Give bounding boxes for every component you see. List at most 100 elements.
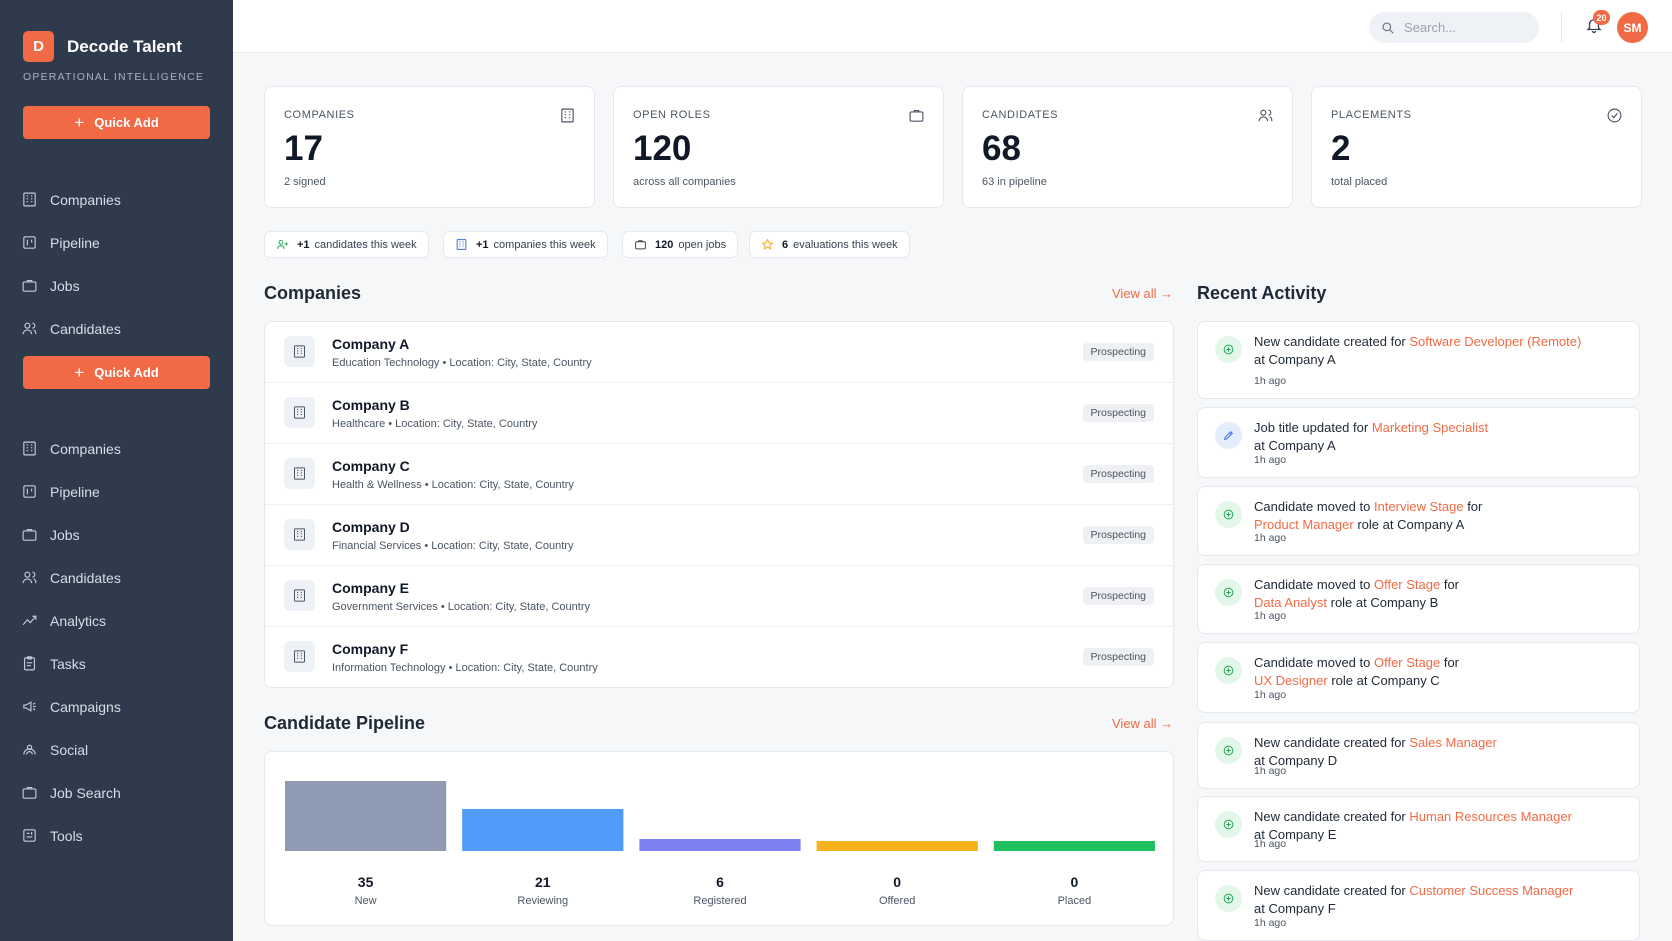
users-icon — [22, 322, 37, 335]
activity-link[interactable]: Interview Stage — [1373, 499, 1464, 514]
sidebar-item-tasks[interactable]: Tasks — [0, 642, 233, 685]
sidebar-item-candidates[interactable]: Candidates — [0, 556, 233, 599]
pipeline-value-label: 0 — [1071, 874, 1079, 890]
pipeline-bar-reviewing[interactable] — [462, 809, 624, 851]
stat-value: 2 — [1331, 129, 1351, 168]
quick-add-button[interactable]: + Quick Add — [23, 106, 210, 139]
stat-icon-wrap — [559, 107, 576, 124]
activity-link[interactable]: Customer Success Manager — [1409, 883, 1574, 898]
activity-link[interactable]: Offer Stage — [1373, 655, 1441, 670]
sidebar-item-job-search[interactable]: Job Search — [0, 771, 233, 814]
pipeline-category-label: New — [355, 895, 377, 907]
activity-role-link[interactable]: UX Designer — [1254, 673, 1328, 688]
activity-item[interactable]: New candidate created for Software Devel… — [1197, 321, 1640, 399]
building-icon — [23, 192, 36, 207]
sidebar-item-label: Tools — [50, 827, 83, 844]
brand-name: Decode Talent — [67, 36, 182, 56]
status-badge: Prospecting — [1082, 526, 1154, 544]
brand-tagline: OPERATIONAL INTELLIGENCE — [23, 71, 205, 83]
company-row[interactable]: Company C Health & Wellness • Location: C… — [265, 444, 1173, 505]
sidebar-item-companies[interactable]: Companies — [0, 427, 233, 470]
quick-add-button-secondary[interactable]: + Quick Add — [23, 356, 210, 389]
activity-item[interactable]: Candidate moved to Offer Stage for Data … — [1197, 564, 1640, 634]
sidebar-item-social[interactable]: Social — [0, 728, 233, 771]
sidebar-item-pipeline[interactable]: Pipeline — [0, 470, 233, 513]
sidebar-item-jobs[interactable]: Jobs — [0, 264, 233, 307]
stat-card-open-roles[interactable]: OPEN ROLES 120 across all companies — [613, 86, 944, 208]
plus-circle-icon — [1223, 745, 1234, 756]
activity-role-link[interactable]: Data Analyst — [1254, 595, 1327, 610]
sidebar-item-pipeline[interactable]: Pipeline — [0, 221, 233, 264]
activity-icon-wrap — [1215, 885, 1242, 912]
pipeline-view-all-link[interactable]: View all → — [1112, 716, 1174, 731]
sidebar-item-jobs[interactable]: Jobs — [0, 513, 233, 556]
sidebar-item-campaigns[interactable]: Campaigns — [0, 685, 233, 728]
company-row[interactable]: Company E Government Services • Location:… — [265, 566, 1173, 627]
stat-label: PLACEMENTS — [1331, 109, 1412, 121]
activity-text-post: role at Company C — [1327, 673, 1440, 688]
sidebar-item-label: Tasks — [50, 655, 86, 672]
activity-link[interactable]: Offer Stage — [1373, 577, 1441, 592]
company-row[interactable]: Company B Healthcare • Location: City, St… — [265, 383, 1173, 444]
stat-value: 120 — [633, 129, 692, 168]
sidebar-item-label: Candidates — [50, 569, 121, 586]
status-badge: Prospecting — [1082, 587, 1154, 605]
users-icon — [1258, 109, 1273, 122]
activity-link[interactable]: Marketing Specialist — [1371, 420, 1489, 435]
brand[interactable]: D Decode Talent — [23, 31, 182, 62]
building-icon — [456, 239, 467, 250]
activity-time: 1h ago — [1254, 838, 1287, 850]
company-row[interactable]: Company A Education Technology • Location… — [265, 322, 1173, 383]
kanban-icon — [23, 236, 36, 249]
company-icon-wrap — [284, 397, 315, 428]
stat-label: OPEN ROLES — [633, 109, 711, 121]
building-icon — [561, 108, 574, 123]
pipeline-category-label: Registered — [693, 895, 746, 907]
search-box[interactable] — [1369, 12, 1539, 43]
chip-count: 120 — [655, 238, 674, 251]
activity-item[interactable]: Job title updated for Marketing Speciali… — [1197, 407, 1640, 478]
pipeline-bar-new[interactable] — [285, 781, 447, 851]
activity-role-link[interactable]: Product Manager — [1254, 517, 1354, 532]
companies-view-all-link[interactable]: View all → — [1112, 286, 1174, 301]
stat-card-placements[interactable]: PLACEMENTS 2 total placed — [1311, 86, 1642, 208]
company-name: Company A — [332, 336, 410, 352]
search-input[interactable] — [1404, 20, 1534, 35]
company-name: Company F — [332, 641, 409, 657]
activity-time: 1h ago — [1254, 689, 1287, 701]
stat-icon-wrap — [1606, 107, 1623, 124]
pipeline-bar-offered[interactable] — [816, 841, 978, 851]
activity-item[interactable]: Candidate moved to Offer Stage for UX De… — [1197, 642, 1640, 713]
activity-link[interactable]: Software Developer (Remote) — [1409, 334, 1582, 349]
status-badge: Prospecting — [1082, 343, 1154, 361]
sidebar-item-tools[interactable]: Tools — [0, 814, 233, 857]
pipeline-value-label: 0 — [893, 874, 901, 890]
company-name: Company B — [332, 397, 410, 413]
pipeline-bar-registered[interactable] — [639, 839, 801, 851]
sidebar-item-label: Candidates — [50, 320, 121, 337]
briefcase-icon — [22, 528, 37, 541]
activity-icon-wrap — [1215, 501, 1242, 528]
activity-item[interactable]: New candidate created for Sales Manager a… — [1197, 722, 1640, 789]
stat-card-companies[interactable]: COMPANIES 17 2 signed — [264, 86, 595, 208]
activity-item[interactable]: Candidate moved to Interview Stage for P… — [1197, 486, 1640, 556]
stat-card-candidates[interactable]: CANDIDATES 68 63 in pipeline — [962, 86, 1293, 208]
activity-section-title: Recent Activity — [1197, 283, 1327, 303]
plus-circle-icon — [1223, 587, 1234, 598]
company-row[interactable]: Company D Financial Services • Location: … — [265, 505, 1173, 566]
company-meta: Health & Wellness • Location: City, Stat… — [332, 479, 574, 491]
sidebar-item-label: Companies — [50, 440, 121, 457]
chip-count: 6 — [782, 238, 789, 251]
company-row[interactable]: Company F Information Technology • Locati… — [265, 627, 1173, 687]
sidebar-item-label: Analytics — [50, 612, 107, 629]
sidebar-item-companies[interactable]: Companies — [0, 178, 233, 221]
activity-item[interactable]: New candidate created for Human Resource… — [1197, 796, 1640, 862]
activity-link[interactable]: Human Resources Manager — [1409, 809, 1572, 824]
pipeline-bar-placed[interactable] — [993, 841, 1155, 851]
activity-item[interactable]: New candidate created for Customer Succe… — [1197, 870, 1640, 941]
avatar[interactable]: SM — [1617, 12, 1648, 43]
sidebar-item-candidates[interactable]: Candidates — [0, 307, 233, 350]
sidebar-item-analytics[interactable]: Analytics — [0, 599, 233, 642]
activity-link[interactable]: Sales Manager — [1409, 735, 1497, 750]
chip-count: +1 — [297, 238, 310, 251]
